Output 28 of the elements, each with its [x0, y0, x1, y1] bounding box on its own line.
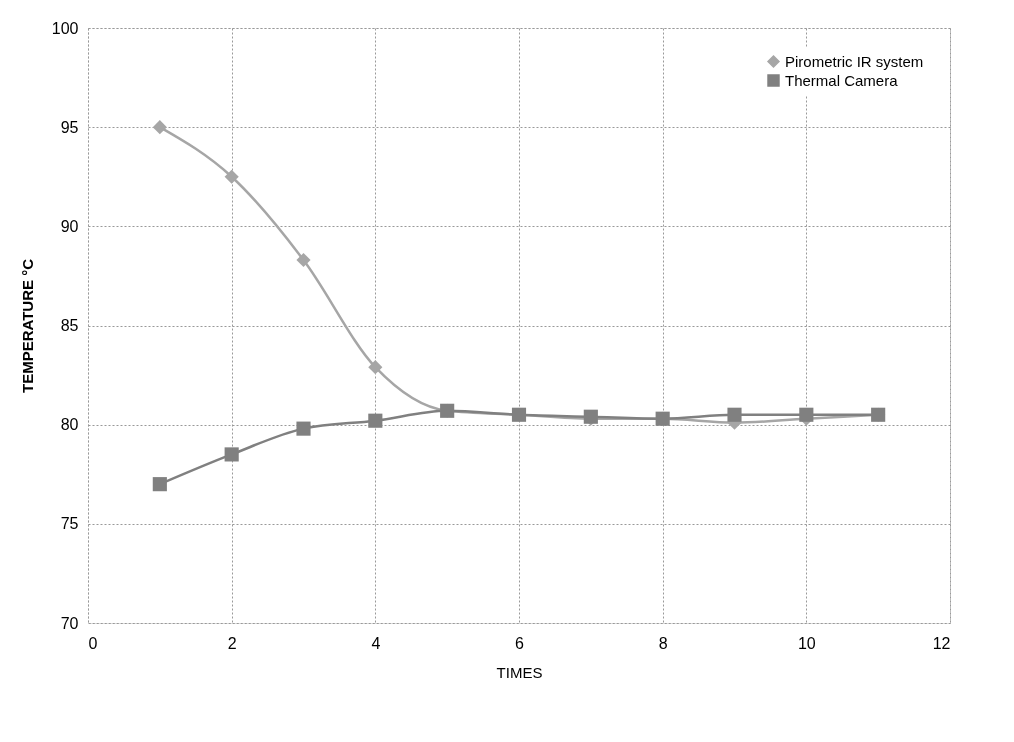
legend-label: Thermal Camera [785, 71, 899, 89]
point [224, 447, 239, 462]
point [152, 477, 167, 492]
y-tick-label: 85 [60, 317, 79, 334]
x-tick-label: 4 [371, 634, 381, 652]
x-tick-label: 10 [797, 634, 816, 652]
x-tick-label: 0 [88, 634, 98, 652]
y-tick-label: 70 [60, 614, 79, 632]
point [296, 252, 311, 268]
y-tick-label: 95 [60, 118, 79, 136]
y-tick-label: 90 [60, 217, 79, 235]
point [224, 169, 239, 184]
x-tick-label: 6 [515, 634, 525, 652]
point [368, 360, 383, 375]
y-tick-label: 75 [60, 515, 79, 533]
x-tick-label: 8 [658, 634, 668, 652]
point [799, 407, 814, 422]
legend-label: Pirometric IR system [785, 52, 924, 70]
y-tick-label: 100 [51, 19, 79, 37]
y-axis-title: TEMPERATURE °C [18, 258, 36, 394]
x-tick-label: 2 [227, 634, 237, 652]
point [296, 421, 311, 436]
y-tick-label: 80 [60, 416, 79, 434]
x-axis-title: TIMES [496, 663, 543, 681]
point [152, 120, 167, 135]
x-tick-label: 12 [932, 634, 951, 652]
point [368, 413, 383, 428]
point [727, 407, 742, 422]
